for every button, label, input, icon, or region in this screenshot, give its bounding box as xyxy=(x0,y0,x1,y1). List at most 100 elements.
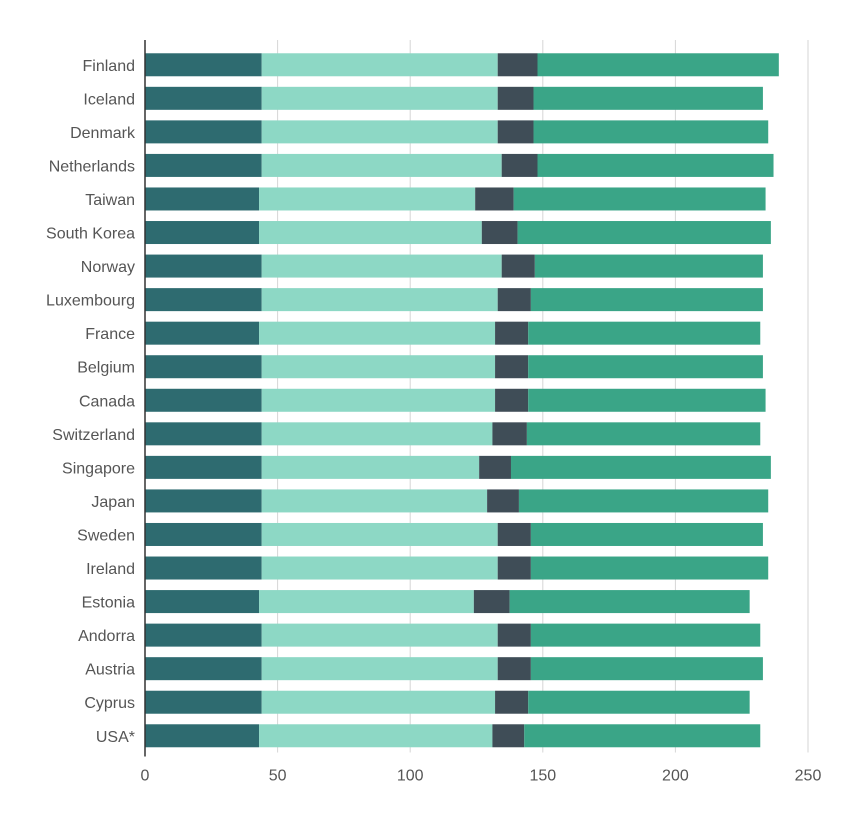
category-label: Cyprus xyxy=(84,695,135,712)
category-label: Luxembourg xyxy=(46,293,135,310)
x-tick-label: 0 xyxy=(141,768,150,785)
category-label: Andorra xyxy=(78,628,135,645)
x-tick-label: 200 xyxy=(662,768,689,785)
bar-segment xyxy=(261,53,498,77)
bar-segment xyxy=(145,53,262,77)
bar-segment xyxy=(518,489,769,513)
category-label: Sweden xyxy=(77,527,135,544)
bar-segment xyxy=(261,657,498,681)
category-label: Belgium xyxy=(77,360,135,377)
bar-segment xyxy=(497,53,538,77)
bar-segment xyxy=(528,355,763,379)
category-label: South Korea xyxy=(46,226,135,243)
bar-segment xyxy=(145,153,262,177)
bar-segment xyxy=(533,120,769,144)
bar-segment xyxy=(479,455,511,479)
bar-segment xyxy=(530,556,769,580)
bar-segment xyxy=(259,321,496,345)
bar-segment xyxy=(261,288,498,312)
bars xyxy=(145,53,779,748)
bar-segment xyxy=(537,53,779,77)
bar-segment xyxy=(501,254,535,278)
bar-segment xyxy=(497,120,534,144)
bar-segment xyxy=(261,388,496,412)
x-tick-label: 50 xyxy=(269,768,287,785)
bar-segment xyxy=(528,388,766,412)
x-tick-label: 100 xyxy=(397,768,424,785)
bar-segment xyxy=(145,690,262,714)
bar-segment xyxy=(487,489,519,513)
bar-segment xyxy=(145,623,262,647)
bar-segment xyxy=(528,690,750,714)
bar-segment xyxy=(501,153,538,177)
bar-segment xyxy=(145,590,260,614)
bar-segment xyxy=(510,455,771,479)
bar-segment xyxy=(530,522,763,546)
bar-segment xyxy=(517,221,771,245)
bar-segment xyxy=(259,590,474,614)
bar-segment xyxy=(473,590,510,614)
bar-segment xyxy=(497,623,531,647)
bar-segment xyxy=(145,657,262,681)
category-label: France xyxy=(85,326,135,343)
bar-segment xyxy=(145,422,262,446)
category-label: Netherlands xyxy=(49,158,135,175)
bar-segment xyxy=(261,522,498,546)
bar-segment xyxy=(261,556,498,580)
x-tick-label: 150 xyxy=(529,768,556,785)
category-label: Austria xyxy=(85,662,135,679)
bar-segment xyxy=(145,86,262,110)
bar-segment xyxy=(509,590,750,614)
bar-segment xyxy=(145,455,262,479)
bar-segment xyxy=(259,724,493,748)
x-tick-label: 250 xyxy=(795,768,822,785)
bar-segment xyxy=(530,623,761,647)
bar-segment xyxy=(145,489,262,513)
bar-segment xyxy=(528,321,761,345)
category-label: Finland xyxy=(83,58,135,75)
bar-segment xyxy=(261,86,498,110)
bar-segment xyxy=(145,254,262,278)
bar-segment xyxy=(533,86,763,110)
bar-segment xyxy=(259,187,476,211)
bar-segment xyxy=(261,690,496,714)
bar-segment xyxy=(497,556,531,580)
bar-segment xyxy=(475,187,514,211)
bar-segment xyxy=(513,187,766,211)
bar-segment xyxy=(524,724,761,748)
bar-segment xyxy=(261,455,480,479)
bar-segment xyxy=(261,355,496,379)
category-label: Denmark xyxy=(70,125,136,142)
bar-segment xyxy=(492,422,527,446)
bar-segment xyxy=(526,422,761,446)
bar-segment xyxy=(497,288,531,312)
bar-segment xyxy=(261,153,502,177)
bar-segment xyxy=(492,724,525,748)
tick-labels: 0 50 100 150 200 250 xyxy=(141,768,822,785)
bar-segment xyxy=(145,556,262,580)
bar-segment xyxy=(145,522,262,546)
bar-segment xyxy=(261,254,502,278)
bar-segment xyxy=(259,221,482,245)
category-label: Estonia xyxy=(82,595,135,612)
category-label: Norway xyxy=(81,259,135,276)
bar-segment xyxy=(145,724,260,748)
bar-segment xyxy=(145,355,262,379)
bar-segment xyxy=(145,388,262,412)
bar-segment xyxy=(145,187,260,211)
category-label: Taiwan xyxy=(85,192,135,209)
bar-segment xyxy=(497,657,531,681)
category-label: Singapore xyxy=(62,460,135,477)
category-label: USA* xyxy=(96,729,135,746)
category-label: Switzerland xyxy=(52,427,135,444)
bar-segment xyxy=(261,422,493,446)
category-label: Iceland xyxy=(83,91,135,108)
bar-segment xyxy=(261,120,498,144)
bar-segment xyxy=(534,254,763,278)
bar-segment xyxy=(261,623,498,647)
bar-segment xyxy=(530,657,763,681)
bar-segment xyxy=(495,388,529,412)
category-label: Ireland xyxy=(86,561,135,578)
bar-segment xyxy=(481,221,518,245)
bar-segment xyxy=(145,221,260,245)
